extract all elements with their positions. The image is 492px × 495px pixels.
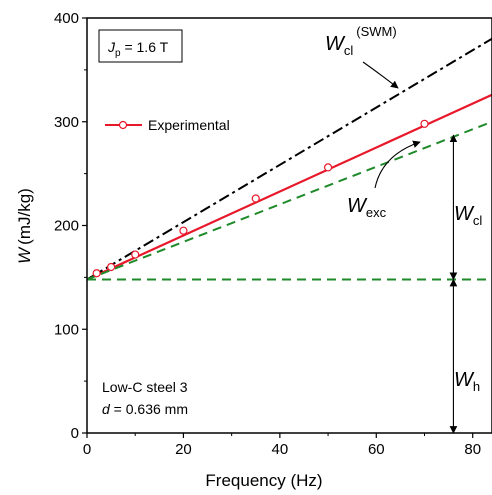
data-point [179, 226, 188, 235]
x-tick-label: 60 [368, 441, 385, 458]
series-line-1 [86, 37, 492, 281]
data-point [251, 194, 260, 203]
y-tick-label: 100 [54, 321, 79, 338]
plot-frame [86, 17, 492, 434]
y-axis-symbol: W [15, 246, 34, 264]
wh-label: Wh [454, 369, 480, 394]
data-point [323, 163, 333, 172]
y-tick-label: 0 [71, 425, 79, 442]
y-axis-unit: (mJ/kg) [15, 188, 34, 245]
material-label: Low-C steel 3 [102, 379, 188, 395]
x-tick-label: 40 [272, 441, 289, 458]
y-tick-label: 400 [54, 10, 79, 27]
x-axis-title: Frequency (Hz) [205, 471, 322, 490]
data-point [420, 119, 429, 128]
y-tick-label: 200 [54, 218, 79, 235]
y-axis-title: W(mJ/kg) [15, 188, 34, 264]
jp-annotation-box [98, 29, 183, 63]
wexc-label: Wexc [347, 195, 387, 220]
data-point [131, 250, 140, 259]
legend-label: Experimental [148, 117, 230, 133]
wexc-pointer [374, 140, 421, 189]
legend-marker [118, 120, 128, 130]
wcl-label: Wcl [454, 203, 482, 228]
x-tick-label: 80 [464, 441, 481, 458]
wcl-swm-pointer [362, 61, 399, 89]
data-point [107, 262, 116, 272]
x-tick-label: 20 [175, 441, 192, 458]
thickness-label: d = 0.636 mm [102, 401, 188, 417]
x-tick-label: 0 [83, 441, 91, 458]
y-tick-label: 300 [54, 114, 79, 131]
data-point [92, 269, 101, 278]
wcl-swm-label: Wcl(SWM) [325, 24, 397, 58]
series-line-2 [86, 120, 492, 281]
jp-annotation: Jp = 1.6 T [107, 39, 169, 59]
